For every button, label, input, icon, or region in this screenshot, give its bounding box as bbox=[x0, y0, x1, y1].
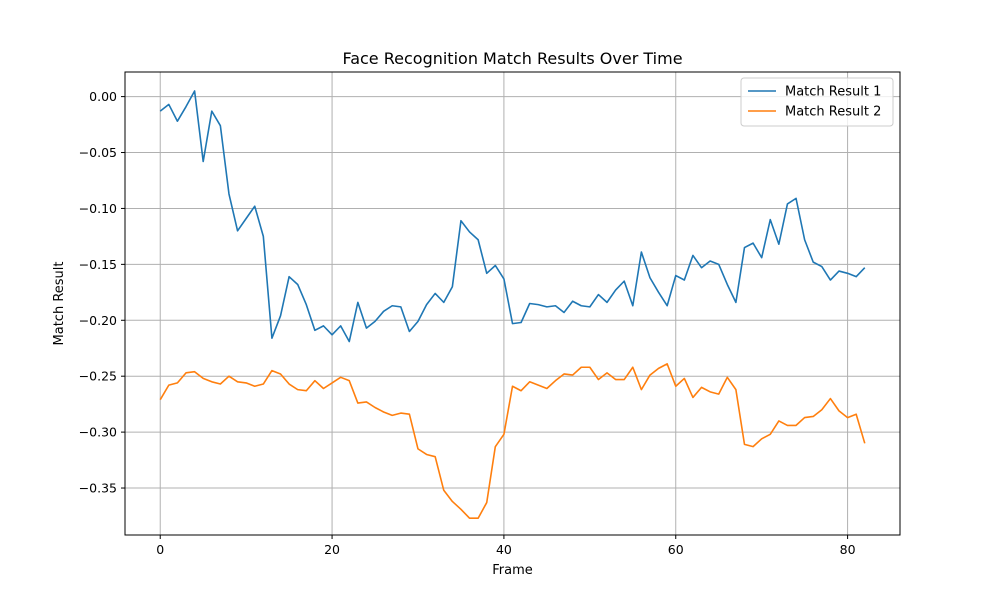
legend-box bbox=[740, 77, 894, 127]
y-tick-label: −0.35 bbox=[79, 481, 117, 496]
x-tick-label: 20 bbox=[324, 542, 340, 557]
chart-title: Face Recognition Match Results Over Time bbox=[342, 49, 682, 68]
x-tick-label: 40 bbox=[496, 542, 512, 557]
x-axis-ticks: 0 20 40 60 80 bbox=[156, 535, 856, 557]
legend-label-1: Match Result 1 bbox=[785, 85, 881, 100]
y-tick-label: −0.20 bbox=[79, 313, 117, 328]
series-lines bbox=[159, 90, 866, 520]
x-axis-title: Frame bbox=[492, 563, 533, 578]
y-tick-label: −0.10 bbox=[79, 201, 117, 216]
x-tick-label: 80 bbox=[840, 542, 856, 557]
legend: Match Result 1 Match Result 2 bbox=[740, 77, 894, 127]
y-tick-label: −0.25 bbox=[79, 369, 117, 384]
y-tick-label: −0.15 bbox=[79, 257, 117, 272]
y-tick-label: −0.05 bbox=[79, 145, 117, 160]
y-axis-ticks: 0.00 −0.05 −0.10 −0.15 −0.20 −0.25 −0.30 −0.35 bbox=[79, 89, 125, 496]
plot-area-frame bbox=[124, 71, 901, 536]
x-tick-label: 0 bbox=[156, 542, 164, 557]
series-line-1 bbox=[159, 90, 866, 343]
legend-label-2: Match Result 2 bbox=[785, 105, 881, 120]
y-tick-label: 0.00 bbox=[89, 89, 117, 104]
y-tick-label: −0.30 bbox=[79, 425, 117, 440]
series-line-2 bbox=[159, 363, 866, 520]
x-tick-label: 60 bbox=[668, 542, 684, 557]
y-axis-title: Match Result bbox=[52, 262, 67, 346]
